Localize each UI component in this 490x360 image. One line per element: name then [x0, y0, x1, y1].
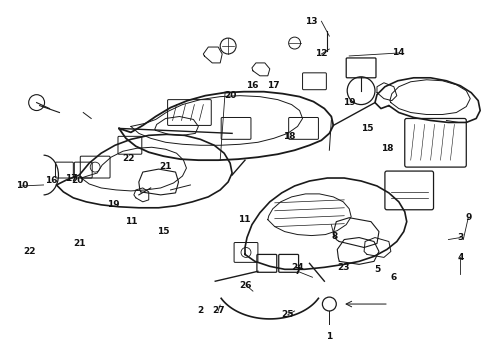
Text: 15: 15: [361, 124, 373, 133]
Text: 22: 22: [122, 154, 135, 163]
Text: 26: 26: [240, 281, 252, 290]
Text: 16: 16: [245, 81, 258, 90]
Text: 15: 15: [157, 227, 170, 236]
Text: 27: 27: [212, 306, 224, 315]
Text: 18: 18: [283, 132, 296, 141]
Text: 13: 13: [305, 17, 318, 26]
Text: 16: 16: [45, 176, 58, 185]
Text: 23: 23: [337, 263, 349, 272]
Text: 18: 18: [381, 144, 393, 153]
Text: 7: 7: [294, 267, 301, 276]
Text: 25: 25: [281, 310, 294, 319]
Text: 12: 12: [315, 49, 328, 58]
Text: 20: 20: [224, 91, 236, 100]
Text: 14: 14: [392, 49, 405, 58]
Text: 5: 5: [374, 265, 380, 274]
Text: 24: 24: [291, 263, 304, 272]
Text: 6: 6: [391, 273, 397, 282]
Text: 17: 17: [65, 174, 77, 183]
Text: 17: 17: [268, 81, 280, 90]
Text: 4: 4: [457, 253, 464, 262]
Text: 22: 22: [24, 247, 36, 256]
Text: 3: 3: [457, 233, 464, 242]
Text: 19: 19: [107, 200, 120, 209]
Text: 21: 21: [159, 162, 172, 171]
Text: 20: 20: [71, 176, 83, 185]
Text: 10: 10: [16, 181, 28, 190]
Text: 8: 8: [331, 232, 338, 241]
Text: 1: 1: [326, 332, 333, 341]
Text: 11: 11: [124, 217, 137, 226]
Text: 21: 21: [73, 239, 86, 248]
Text: 19: 19: [343, 98, 356, 107]
Text: 2: 2: [197, 306, 203, 315]
Text: 9: 9: [465, 213, 471, 222]
Text: 11: 11: [238, 215, 250, 224]
